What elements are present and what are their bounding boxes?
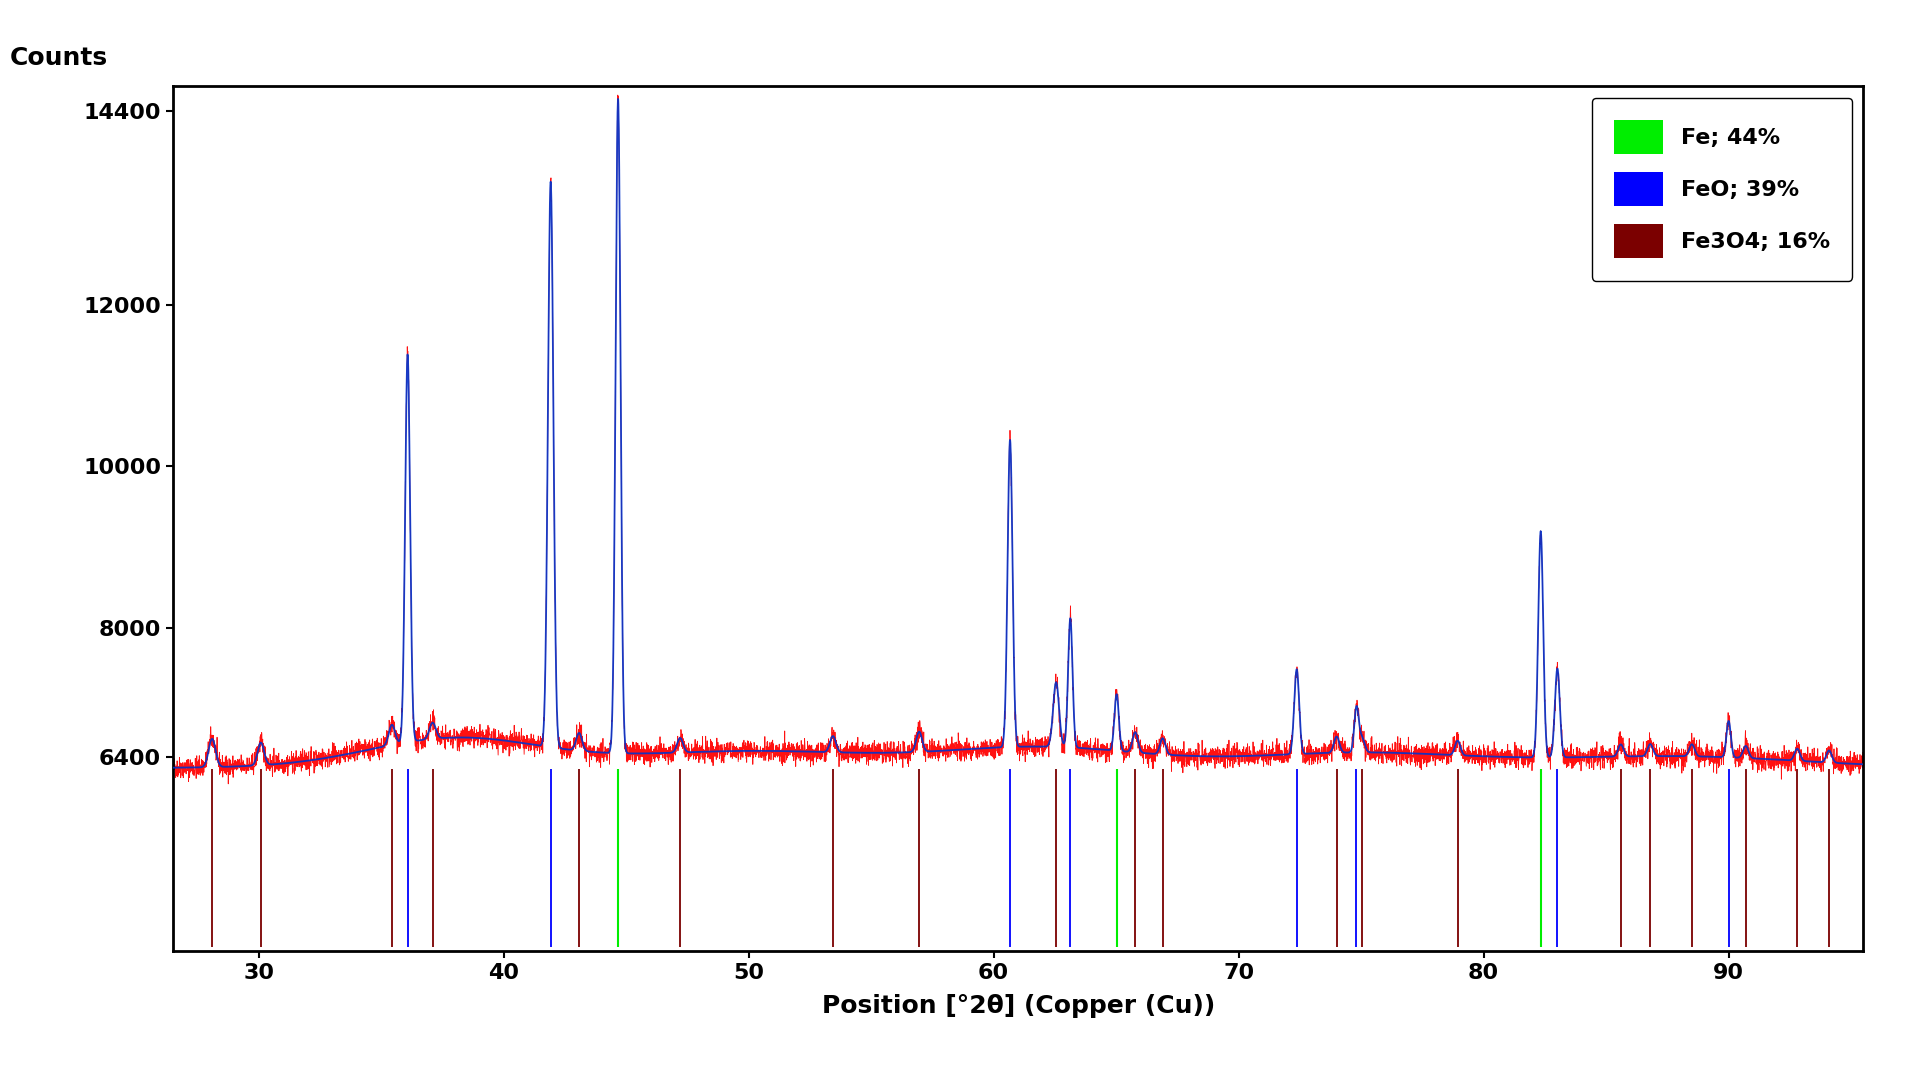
- Text: Counts: Counts: [10, 46, 108, 70]
- Legend: Fe; 44%, FeO; 39%, Fe3O4; 16%: Fe; 44%, FeO; 39%, Fe3O4; 16%: [1593, 97, 1852, 281]
- X-axis label: Position [°2θ] (Copper (Cu)): Position [°2θ] (Copper (Cu)): [822, 995, 1214, 1018]
